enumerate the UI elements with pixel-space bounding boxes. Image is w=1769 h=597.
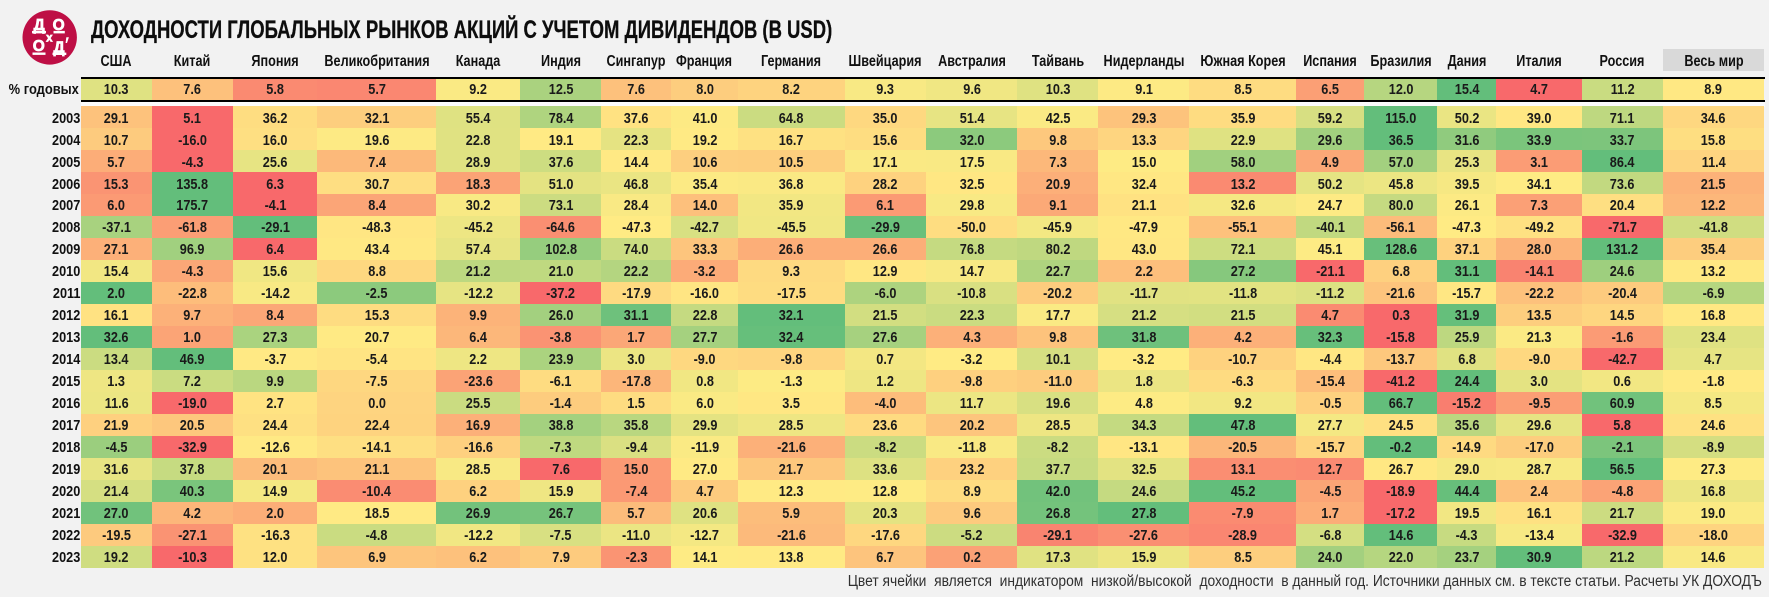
svg-text:О: О <box>33 38 45 55</box>
svg-text:О: О <box>53 17 65 34</box>
svg-text:х: х <box>46 33 53 45</box>
svg-text:Д: Д <box>53 39 64 56</box>
svg-text:Д: Д <box>34 17 45 34</box>
